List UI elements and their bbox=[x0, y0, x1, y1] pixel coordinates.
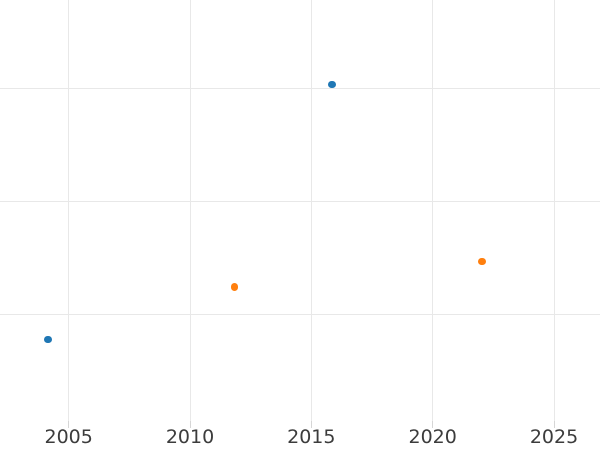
x-tick-label-2015: 2015 bbox=[287, 426, 336, 448]
x-gridline-2020 bbox=[432, 0, 434, 421]
x-tick-mark-2005 bbox=[68, 421, 70, 428]
blue-series-point-0 bbox=[44, 335, 52, 343]
x-gridline-2010 bbox=[189, 0, 191, 421]
x-gridline-2005 bbox=[68, 0, 70, 421]
x-gridline-2015 bbox=[310, 0, 312, 421]
blue-series-point-1 bbox=[328, 81, 336, 89]
x-tick-label-2020: 2020 bbox=[408, 426, 457, 448]
x-gridline-2025 bbox=[553, 0, 555, 421]
y-gridline-2 bbox=[0, 313, 600, 315]
x-tick-mark-2020 bbox=[432, 421, 434, 428]
x-tick-label-2010: 2010 bbox=[165, 426, 215, 448]
orange-series-point-1 bbox=[478, 258, 486, 266]
x-tick-mark-2025 bbox=[553, 421, 555, 428]
x-tick-label-2025: 2025 bbox=[529, 426, 579, 448]
y-gridline-0 bbox=[0, 87, 600, 89]
orange-series-point-0 bbox=[231, 283, 239, 291]
x-tick-mark-2010 bbox=[189, 421, 191, 428]
x-tick-label-2005: 2005 bbox=[44, 426, 93, 448]
x-tick-mark-2015 bbox=[310, 421, 312, 428]
y-gridline-1 bbox=[0, 200, 600, 202]
plot-area bbox=[0, 0, 600, 421]
